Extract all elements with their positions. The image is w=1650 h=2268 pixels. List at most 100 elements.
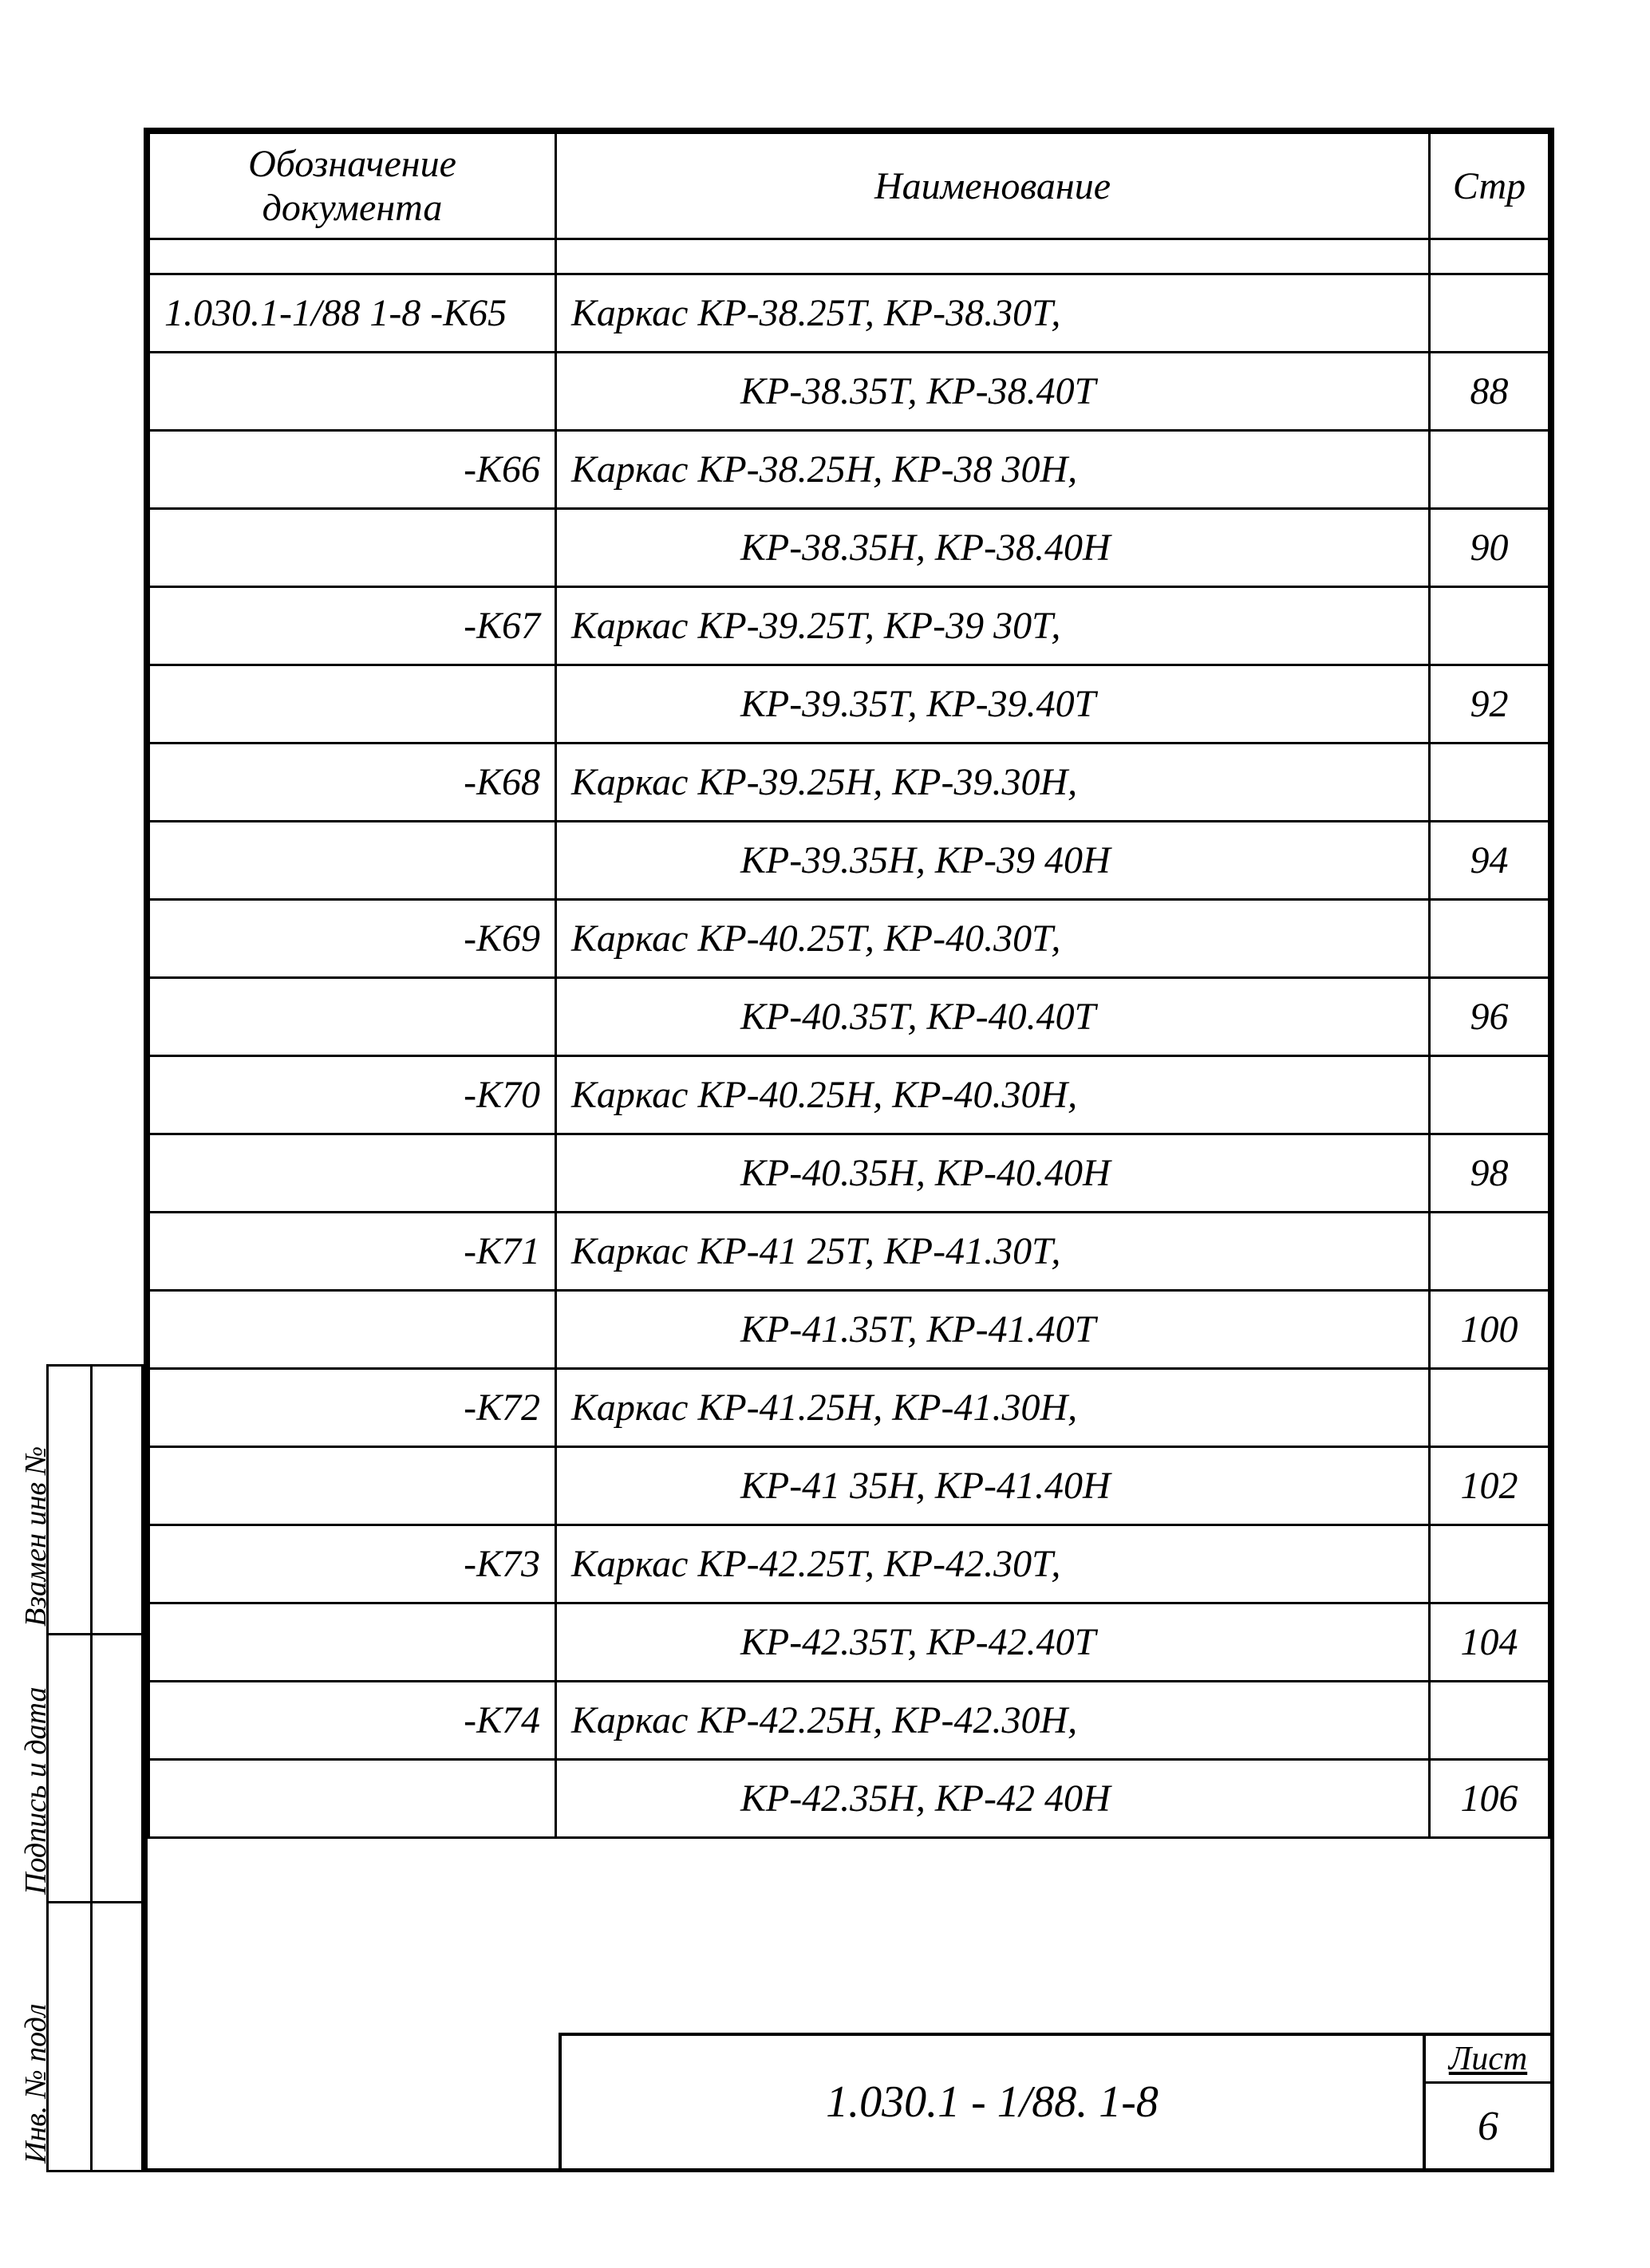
side-stamp-label: Взамен инв №	[18, 1446, 53, 1626]
drawing-frame: Обозначение документа Наименование Стр 1…	[144, 128, 1554, 2172]
table-row: -К71Каркас КР-41 25Т, КР-41.30Т,	[149, 1213, 1549, 1291]
cell-page	[1430, 1525, 1549, 1603]
cell-doc	[149, 1291, 556, 1369]
cell-name: Каркас КР-41.25Н, КР-41.30Н,	[556, 1369, 1430, 1447]
cell-name: Каркас КР-42.25Т, КР-42.30Т,	[556, 1525, 1430, 1603]
cell-name: КР-39.35Т, КР-39.40Т	[556, 665, 1430, 744]
table-row: КР-39.35Н, КР-39 40Н94	[149, 822, 1549, 900]
cell-page: 94	[1430, 822, 1549, 900]
cell-doc: -К67	[149, 587, 556, 665]
table-spacer-row	[149, 239, 1549, 274]
cell-doc: -К70	[149, 1056, 556, 1134]
cell-doc: -К66	[149, 431, 556, 509]
table-row: -К69Каркас КР-40.25Т, КР-40.30Т,	[149, 900, 1549, 978]
cell-doc: -К72	[149, 1369, 556, 1447]
header-doc: Обозначение документа	[149, 133, 556, 239]
cell-page	[1430, 1213, 1549, 1291]
cell-name: КР-41 35Н, КР-41.40Н	[556, 1447, 1430, 1525]
cell-name: КР-40.35Т, КР-40.40Т	[556, 978, 1430, 1056]
cell-page: 102	[1430, 1447, 1549, 1525]
cell-doc	[149, 1603, 556, 1682]
cell-name: КР-42.35Т, КР-42.40Т	[556, 1603, 1430, 1682]
cell-name: КР-39.35Н, КР-39 40Н	[556, 822, 1430, 900]
cell-page	[1430, 431, 1549, 509]
header-name: Наименование	[556, 133, 1430, 239]
table-row: -К67Каркас КР-39.25Т, КР-39 30Т,	[149, 587, 1549, 665]
cell-name: Каркас КР-39.25Т, КР-39 30Т,	[556, 587, 1430, 665]
cell-doc: -К69	[149, 900, 556, 978]
cell-doc	[149, 822, 556, 900]
sheet-label: Лист	[1426, 2036, 1550, 2084]
table-row: КР-42.35Н, КР-42 40Н106	[149, 1760, 1549, 1838]
contents-table: Обозначение документа Наименование Стр 1…	[148, 132, 1550, 1839]
cell-page	[1430, 587, 1549, 665]
table-row: КР-39.35Т, КР-39.40Т92	[149, 665, 1549, 744]
header-page: Стр	[1430, 133, 1549, 239]
side-stamp: Взамен инв №	[46, 1364, 144, 1635]
cell-page	[1430, 900, 1549, 978]
cell-page: 106	[1430, 1760, 1549, 1838]
cell-name: Каркас КР-38.25Н, КР-38 30Н,	[556, 431, 1430, 509]
side-stamp-label: Инв. № подл	[18, 2004, 53, 2163]
cell-doc	[149, 1134, 556, 1213]
table-body: 1.030.1-1/88 1-8 -К65Каркас КР-38.25Т, К…	[149, 239, 1549, 1838]
cell-name: КР-40.35Н, КР-40.40Н	[556, 1134, 1430, 1213]
page: Взамен инв № Подпись и дата Инв. № подл …	[0, 0, 1650, 2268]
cell-page	[1430, 744, 1549, 822]
cell-doc: -К68	[149, 744, 556, 822]
side-stamp: Подпись и дата	[46, 1635, 144, 1904]
cell-name: КР-41.35Т, КР-41.40Т	[556, 1291, 1430, 1369]
cell-page: 104	[1430, 1603, 1549, 1682]
cell-name: Каркас КР-39.25Н, КР-39.30Н,	[556, 744, 1430, 822]
cell-doc	[149, 1447, 556, 1525]
table-row: -К72Каркас КР-41.25Н, КР-41.30Н,	[149, 1369, 1549, 1447]
table-row: КР-41 35Н, КР-41.40Н102	[149, 1447, 1549, 1525]
cell-page	[1430, 1056, 1549, 1134]
table-row: КР-41.35Т, КР-41.40Т100	[149, 1291, 1549, 1369]
cell-doc: -К71	[149, 1213, 556, 1291]
cell-page: 96	[1430, 978, 1549, 1056]
table-row: -К70Каркас КР-40.25Н, КР-40.30Н,	[149, 1056, 1549, 1134]
cell-page	[1430, 274, 1549, 353]
cell-doc	[149, 353, 556, 431]
cell-page: 100	[1430, 1291, 1549, 1369]
cell-doc: -К73	[149, 1525, 556, 1603]
cell-name: КР-38.35Т, КР-38.40Т	[556, 353, 1430, 431]
cell-page: 88	[1430, 353, 1549, 431]
cell-name: Каркас КР-41 25Т, КР-41.30Т,	[556, 1213, 1430, 1291]
title-block-sheet: Лист 6	[1423, 2033, 1550, 2168]
cell-name: Каркас КР-40.25Н, КР-40.30Н,	[556, 1056, 1430, 1134]
contents-table-wrap: Обозначение документа Наименование Стр 1…	[148, 132, 1550, 1839]
cell-page: 90	[1430, 509, 1549, 587]
title-block: 1.030.1 - 1/88. 1-8 Лист 6	[148, 2033, 1550, 2168]
cell-page	[1430, 1682, 1549, 1760]
cell-doc: 1.030.1-1/88 1-8 -К65	[149, 274, 556, 353]
table-row: -К68Каркас КР-39.25Н, КР-39.30Н,	[149, 744, 1549, 822]
table-row: 1.030.1-1/88 1-8 -К65Каркас КР-38.25Т, К…	[149, 274, 1549, 353]
table-row: -К73Каркас КР-42.25Т, КР-42.30Т,	[149, 1525, 1549, 1603]
cell-doc	[149, 509, 556, 587]
table-row: -К66Каркас КР-38.25Н, КР-38 30Н,	[149, 431, 1549, 509]
cell-page: 98	[1430, 1134, 1549, 1213]
sheet-number: 6	[1426, 2084, 1550, 2168]
table-row: КР-42.35Т, КР-42.40Т104	[149, 1603, 1549, 1682]
table-row: КР-40.35Н, КР-40.40Н98	[149, 1134, 1549, 1213]
title-block-left-spacer	[148, 2033, 559, 2168]
table-row: КР-40.35Т, КР-40.40Т96	[149, 978, 1549, 1056]
side-stamp-label: Подпись и дата	[18, 1687, 53, 1895]
table-row: КР-38.35Т, КР-38.40Т88	[149, 353, 1549, 431]
cell-doc	[149, 1760, 556, 1838]
side-stamp: Инв. № подл	[46, 1903, 144, 2172]
cell-doc	[149, 665, 556, 744]
cell-name: Каркас КР-38.25Т, КР-38.30Т,	[556, 274, 1430, 353]
cell-name: КР-38.35Н, КР-38.40Н	[556, 509, 1430, 587]
cell-name: КР-42.35Н, КР-42 40Н	[556, 1760, 1430, 1838]
table-row: -К74Каркас КР-42.25Н, КР-42.30Н,	[149, 1682, 1549, 1760]
cell-doc	[149, 978, 556, 1056]
cell-page: 92	[1430, 665, 1549, 744]
cell-name: Каркас КР-40.25Т, КР-40.30Т,	[556, 900, 1430, 978]
cell-page	[1430, 1369, 1549, 1447]
cell-doc: -К74	[149, 1682, 556, 1760]
table-header-row: Обозначение документа Наименование Стр	[149, 133, 1549, 239]
cell-name: Каркас КР-42.25Н, КР-42.30Н,	[556, 1682, 1430, 1760]
